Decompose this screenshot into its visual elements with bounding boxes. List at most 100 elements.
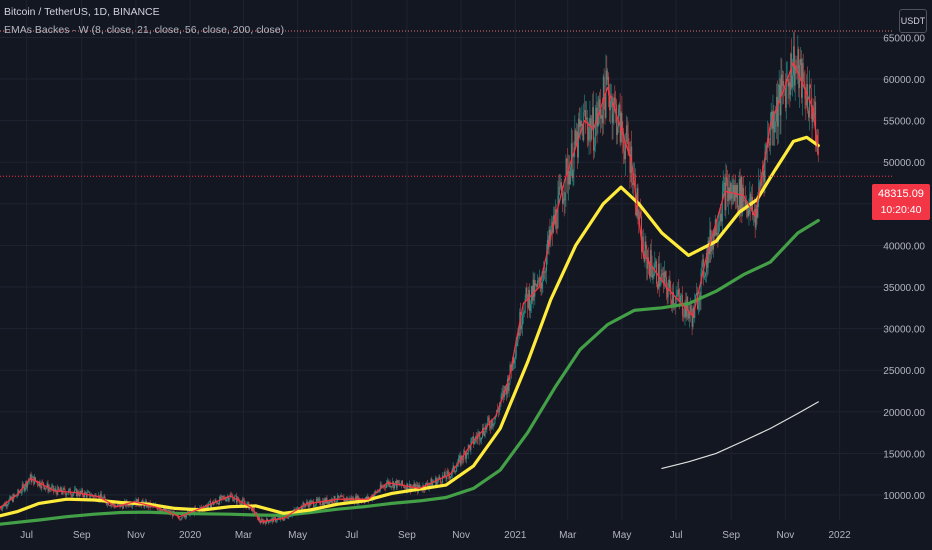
candle-body <box>535 283 537 284</box>
candle-body <box>563 198 565 201</box>
candle-body <box>514 358 515 364</box>
candle-body <box>59 489 61 492</box>
candle-body <box>578 118 580 128</box>
candle-body <box>23 485 25 491</box>
candle-body <box>130 505 132 507</box>
candle-body <box>619 104 621 143</box>
candle-body <box>732 185 734 192</box>
candle-body <box>113 503 115 506</box>
candle-body <box>747 210 749 217</box>
candle-body <box>215 500 217 502</box>
candle-body <box>670 287 672 300</box>
candle-body <box>341 495 343 497</box>
candle-body <box>466 452 467 459</box>
candle-body <box>564 192 566 201</box>
candle-body <box>668 279 670 289</box>
candle-body <box>472 436 474 439</box>
candle-body <box>45 487 47 488</box>
candle-body <box>718 223 720 234</box>
candle-body <box>307 502 308 505</box>
candle-body <box>736 184 738 198</box>
candle-body <box>702 258 704 264</box>
candle-body <box>247 502 249 504</box>
candle-body <box>476 437 478 440</box>
candle-body <box>713 229 714 250</box>
candle-body <box>261 519 263 521</box>
candle-body <box>375 491 377 492</box>
candle-body <box>208 501 210 506</box>
candle-body <box>621 112 623 132</box>
candle-body <box>790 53 792 96</box>
candle-body <box>1 508 3 510</box>
candle-body <box>425 483 427 491</box>
candle-body <box>44 487 46 490</box>
candle-body <box>405 487 407 491</box>
candle-body <box>729 187 730 200</box>
price-axis[interactable]: 10000.00 15000.00 20000.00 25000.00 30000.00… <box>883 15 925 502</box>
candle-body <box>501 393 503 396</box>
candle-body <box>233 499 235 502</box>
candle-body <box>647 257 649 269</box>
candle-body <box>667 288 669 298</box>
candle-body <box>54 488 56 491</box>
candle-body <box>338 495 339 498</box>
ema21-line[interactable] <box>0 135 820 518</box>
candle-body <box>278 517 280 519</box>
last-price-value: 48315.09 <box>878 188 924 200</box>
candle-body <box>696 292 698 296</box>
candle-body <box>700 272 702 299</box>
candle-body <box>794 65 796 86</box>
candle-body <box>380 484 382 488</box>
candle-body <box>466 452 468 455</box>
candle-body <box>10 496 12 500</box>
indicator-legend[interactable]: EMAs Backes · W (8, close, 21, close, 56… <box>4 24 285 36</box>
candle-body <box>106 502 108 505</box>
candle-body <box>609 100 611 111</box>
candle-body <box>617 108 619 128</box>
candle-body <box>218 502 220 505</box>
candle-body <box>316 498 318 501</box>
candle-body <box>545 254 547 272</box>
ema56-line[interactable] <box>0 218 820 526</box>
candle-body <box>294 509 296 510</box>
candle-body <box>791 53 793 88</box>
candle-body <box>158 509 160 511</box>
candle-body <box>592 107 594 127</box>
candle-body <box>268 521 270 523</box>
candle-body <box>95 494 97 501</box>
candle-body <box>600 106 602 119</box>
candle-body <box>688 309 690 319</box>
candle-body <box>745 202 747 206</box>
candle-body <box>331 499 333 504</box>
candle-body <box>657 283 658 289</box>
candle-body <box>729 183 731 200</box>
candle-body <box>661 274 663 275</box>
candle-body <box>29 474 31 480</box>
candle-body <box>701 263 703 273</box>
ema200-line[interactable] <box>661 401 819 469</box>
candle-body <box>781 74 783 86</box>
candle-body <box>796 66 798 69</box>
candle-body <box>711 240 713 252</box>
candle-body <box>269 521 271 523</box>
candle-body <box>680 296 682 302</box>
candle-body <box>689 305 691 312</box>
candle-body <box>209 501 211 502</box>
ema8-line[interactable] <box>0 61 819 523</box>
candle-body <box>200 506 202 508</box>
candle-body <box>107 501 109 505</box>
candle-body <box>653 274 655 275</box>
candle-body <box>87 491 89 493</box>
candle-body <box>589 118 591 128</box>
currency-unit-button[interactable]: USDT <box>899 9 927 33</box>
time-axis[interactable]: Jul Sep Nov 2020 Mar May Jul Sep Nov 2021 Mar May Ju… <box>20 530 851 541</box>
candle-body <box>81 489 83 493</box>
candle-body <box>675 296 677 305</box>
candle-body <box>724 182 726 211</box>
candle-body <box>28 481 29 483</box>
candle-body <box>587 130 589 141</box>
candle-body <box>243 499 244 501</box>
candle-body <box>339 496 341 498</box>
candle-body <box>575 130 577 146</box>
